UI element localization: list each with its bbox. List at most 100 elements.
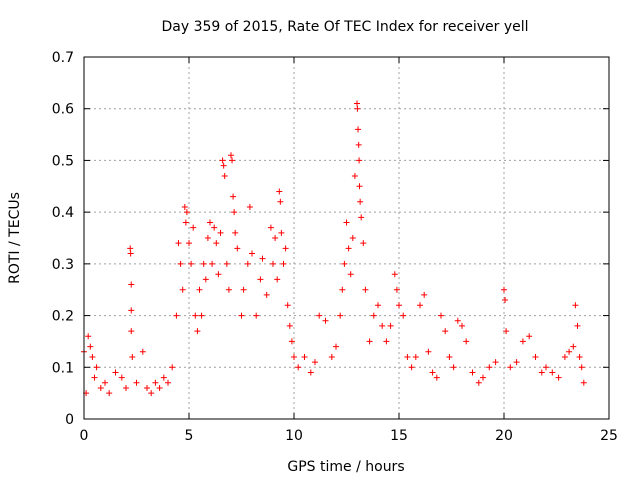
data-point	[358, 214, 365, 221]
data-point	[219, 157, 226, 164]
data-point	[215, 271, 222, 278]
data-point	[446, 353, 453, 360]
data-point	[337, 312, 344, 319]
data-point	[274, 276, 281, 283]
data-point	[282, 245, 289, 252]
data-point	[244, 260, 251, 267]
data-point	[295, 364, 302, 371]
data-point	[379, 322, 386, 329]
data-point	[127, 250, 134, 257]
data-point	[202, 276, 209, 283]
data-point	[501, 286, 507, 293]
y-tick-label: 0	[65, 412, 74, 428]
data-point	[355, 141, 362, 148]
data-point	[231, 209, 238, 216]
data-point	[421, 291, 428, 298]
x-axis-label: GPS time / hours	[287, 459, 404, 475]
data-point	[349, 235, 356, 241]
data-point	[391, 271, 398, 278]
y-tick-label: 0.1	[52, 360, 74, 376]
data-point	[200, 260, 207, 267]
data-point	[156, 384, 163, 391]
data-point	[396, 302, 402, 309]
data-point	[129, 353, 136, 360]
data-point	[513, 359, 520, 366]
data-point	[277, 198, 284, 205]
data-point	[179, 286, 186, 293]
data-point	[387, 322, 394, 329]
data-point	[507, 364, 514, 371]
data-point	[139, 348, 146, 355]
data-point	[175, 240, 182, 247]
data-point	[270, 260, 276, 267]
x-tick-label: 25	[600, 428, 618, 444]
data-point	[475, 379, 482, 386]
data-point	[228, 152, 234, 159]
data-point	[442, 328, 449, 335]
data-point	[341, 260, 348, 267]
data-point	[351, 172, 358, 179]
y-tick-label: 0.6	[52, 102, 74, 118]
data-point	[566, 348, 573, 355]
data-point	[204, 235, 211, 241]
data-point	[253, 312, 260, 319]
data-point	[425, 348, 432, 355]
data-point	[183, 209, 190, 216]
data-point	[347, 271, 354, 278]
data-point	[417, 302, 423, 309]
x-tick-label: 10	[285, 428, 303, 444]
data-point	[360, 240, 367, 247]
data-point	[249, 250, 255, 257]
data-point	[469, 369, 476, 376]
data-point	[102, 379, 108, 386]
data-point	[144, 384, 150, 391]
plot-frame	[83, 56, 610, 420]
data-point	[354, 100, 360, 107]
data-point	[128, 307, 135, 314]
data-point	[370, 312, 377, 319]
data-point	[574, 322, 581, 329]
data-point	[328, 353, 335, 360]
data-point	[85, 333, 92, 340]
data-point	[194, 328, 201, 335]
data-point	[438, 312, 444, 319]
data-point	[181, 203, 188, 210]
data-point	[192, 312, 199, 319]
data-point	[357, 198, 364, 205]
data-point	[492, 359, 499, 366]
data-point	[190, 224, 197, 231]
data-point	[503, 328, 510, 335]
data-point	[519, 338, 526, 345]
data-point	[333, 343, 339, 350]
data-point	[169, 364, 176, 371]
x-tick-label: 5	[185, 428, 194, 444]
data-point	[118, 374, 125, 381]
data-point	[230, 193, 237, 200]
data-point	[400, 312, 407, 319]
data-point	[345, 245, 352, 252]
data-point	[165, 379, 171, 386]
data-point	[123, 384, 129, 391]
data-point	[211, 224, 218, 231]
data-point	[213, 240, 220, 247]
data-point	[339, 286, 346, 293]
data-point	[355, 126, 362, 133]
data-point	[280, 260, 287, 267]
axes: 0 0.1 0.2 0.3 0.4 0.5 0.6 0.7 0 5 10 15 20 25	[52, 50, 618, 444]
data-point	[480, 374, 486, 381]
data-point	[272, 235, 279, 241]
data-point	[429, 369, 436, 376]
y-tick-label: 0.2	[52, 309, 74, 325]
data-point	[486, 364, 493, 371]
data-point	[578, 364, 585, 371]
x-tick-label: 15	[390, 428, 408, 444]
y-tick-label: 0.5	[52, 153, 74, 169]
data-point	[177, 260, 184, 267]
data-point	[356, 157, 363, 164]
data-points	[81, 100, 587, 397]
data-point	[106, 390, 113, 397]
data-point	[362, 286, 369, 293]
data-point	[186, 240, 192, 247]
data-point	[225, 286, 232, 293]
